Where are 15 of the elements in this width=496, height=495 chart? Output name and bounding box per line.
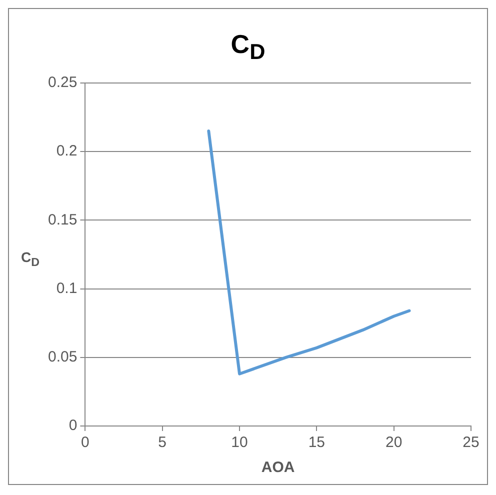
- y-axis-title: C$_{D}$: [21, 249, 40, 269]
- chart-title: C$_{D}$: [230, 29, 266, 66]
- x-tick-label: 20: [385, 434, 402, 452]
- x-tick-label: 0: [81, 434, 90, 452]
- y-tick-label: 0.15: [48, 211, 78, 228]
- y-tick-label: 0: [68, 417, 78, 434]
- x-tick-label: 25: [462, 434, 480, 452]
- y-tick-label: 0.2: [56, 142, 78, 160]
- x-tick-label: 5: [158, 434, 167, 452]
- x-axis-title: AOA: [261, 459, 295, 476]
- x-tick-label: 10: [231, 434, 248, 452]
- y-tick-label: 0.05: [48, 348, 78, 366]
- y-tick-label: 0.25: [48, 74, 78, 92]
- x-tick-label: 15: [308, 434, 326, 452]
- y-tick-label: 0.1: [56, 280, 78, 297]
